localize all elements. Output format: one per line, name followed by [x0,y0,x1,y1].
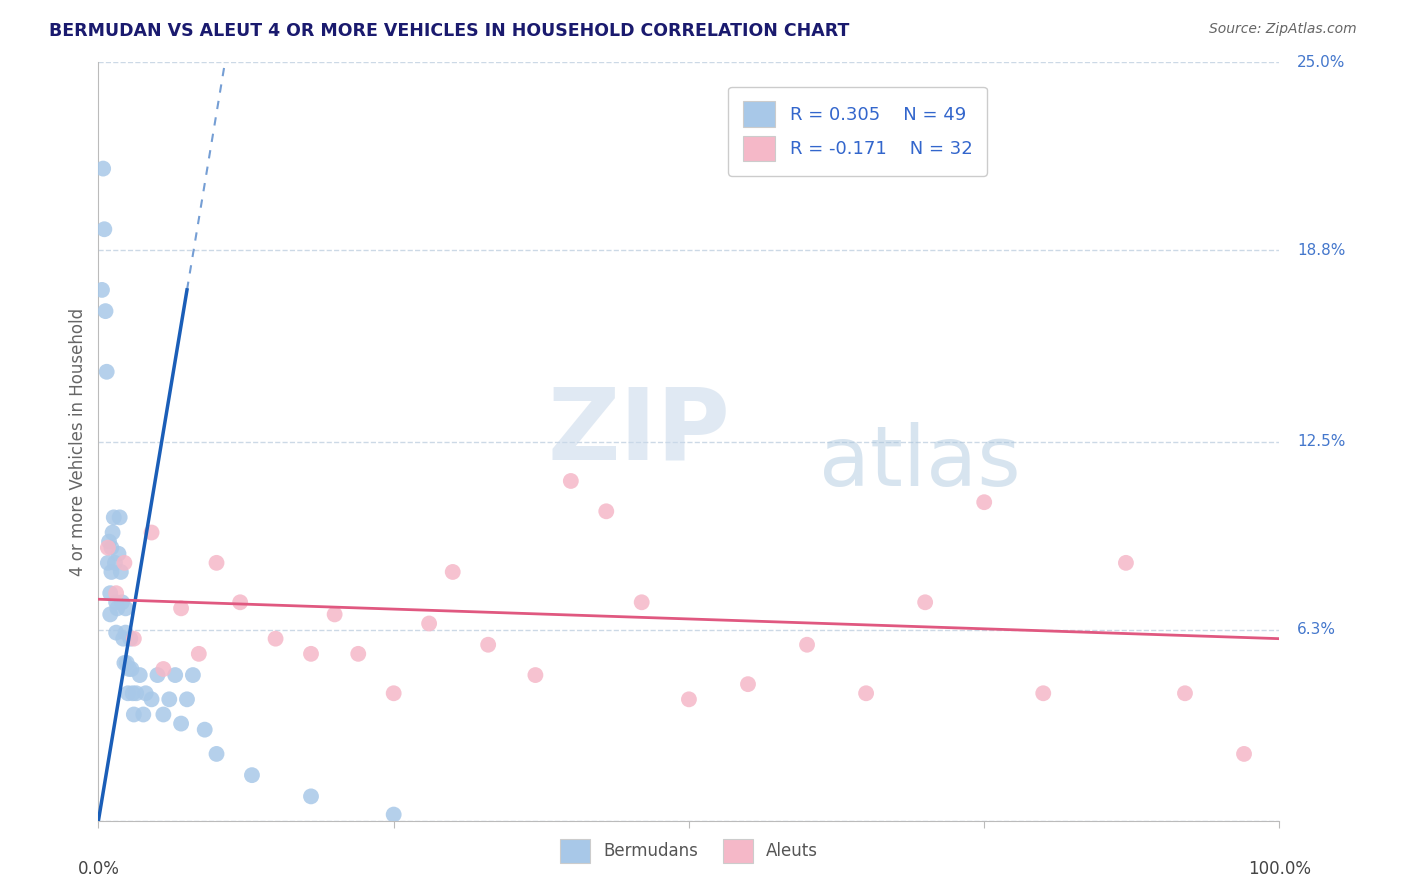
Point [194,723,217,737]
Point [132,707,155,722]
Point [121,662,143,676]
Point [120,632,142,646]
Point [122,707,145,722]
Point [105,586,128,600]
Point [122,632,145,646]
Point [112,556,135,570]
Point [115,656,138,670]
Point [240,768,263,782]
Point [100,541,122,555]
Point [914,595,936,609]
Point [110,565,132,579]
Point [117,686,139,700]
Legend: Bermudans, Aleuts: Bermudans, Aleuts [553,832,825,869]
Point [96,365,118,379]
Point [264,632,287,646]
Point [114,625,136,640]
Point [229,595,252,609]
Point [165,668,187,682]
Point [125,686,148,700]
Point [796,638,818,652]
Point [630,595,652,609]
Point [114,601,136,615]
Point [91,283,114,297]
Point [1032,686,1054,700]
Point [105,595,128,609]
Text: 100.0%: 100.0% [1249,860,1310,878]
Point [98,534,121,549]
Point [678,692,700,706]
Point [176,692,198,706]
Point [973,495,995,509]
Text: 0.0%: 0.0% [77,860,120,878]
Point [141,525,163,540]
Point [181,668,204,682]
Y-axis label: 4 or more Vehicles in Household: 4 or more Vehicles in Household [69,308,87,575]
Point [152,662,174,676]
Point [105,601,128,615]
Point [347,647,370,661]
Point [1233,747,1256,761]
Point [477,638,499,652]
Point [299,647,322,661]
Point [97,556,120,570]
Point [107,547,129,561]
Point [382,686,405,700]
Point [595,504,617,518]
Point [91,161,114,176]
Point [560,474,582,488]
Point [170,716,193,731]
Point [737,677,759,691]
Text: 25.0%: 25.0% [1298,55,1346,70]
Point [97,541,120,555]
Point [418,616,440,631]
Point [170,601,193,615]
Point [152,707,174,722]
Point [112,632,135,646]
Point [94,304,117,318]
Point [157,692,180,706]
Point [855,686,877,700]
Point [118,662,141,676]
Text: atlas: atlas [818,422,1021,503]
Point [524,668,547,682]
Point [108,510,131,524]
Point [205,747,228,761]
Text: 18.8%: 18.8% [1298,243,1346,258]
Point [1174,686,1197,700]
Point [100,565,122,579]
Point [104,556,127,570]
Point [128,668,150,682]
Point [323,607,346,622]
Text: 6.3%: 6.3% [1298,622,1336,637]
Point [101,525,124,540]
Point [146,668,169,682]
Point [93,222,115,236]
Point [103,510,125,524]
Point [1115,556,1137,570]
Text: 12.5%: 12.5% [1298,434,1346,449]
Point [382,807,405,822]
Point [121,686,143,700]
Point [205,556,228,570]
Point [111,595,134,609]
Point [135,686,157,700]
Point [441,565,464,579]
Point [105,625,128,640]
Point [141,692,163,706]
Point [98,607,121,622]
Text: BERMUDAN VS ALEUT 4 OR MORE VEHICLES IN HOUSEHOLD CORRELATION CHART: BERMUDAN VS ALEUT 4 OR MORE VEHICLES IN … [49,22,849,40]
Text: Source: ZipAtlas.com: Source: ZipAtlas.com [1209,22,1357,37]
Point [98,586,121,600]
Point [299,789,322,804]
Text: ZIP: ZIP [547,384,730,481]
Point [187,647,209,661]
Point [112,656,135,670]
